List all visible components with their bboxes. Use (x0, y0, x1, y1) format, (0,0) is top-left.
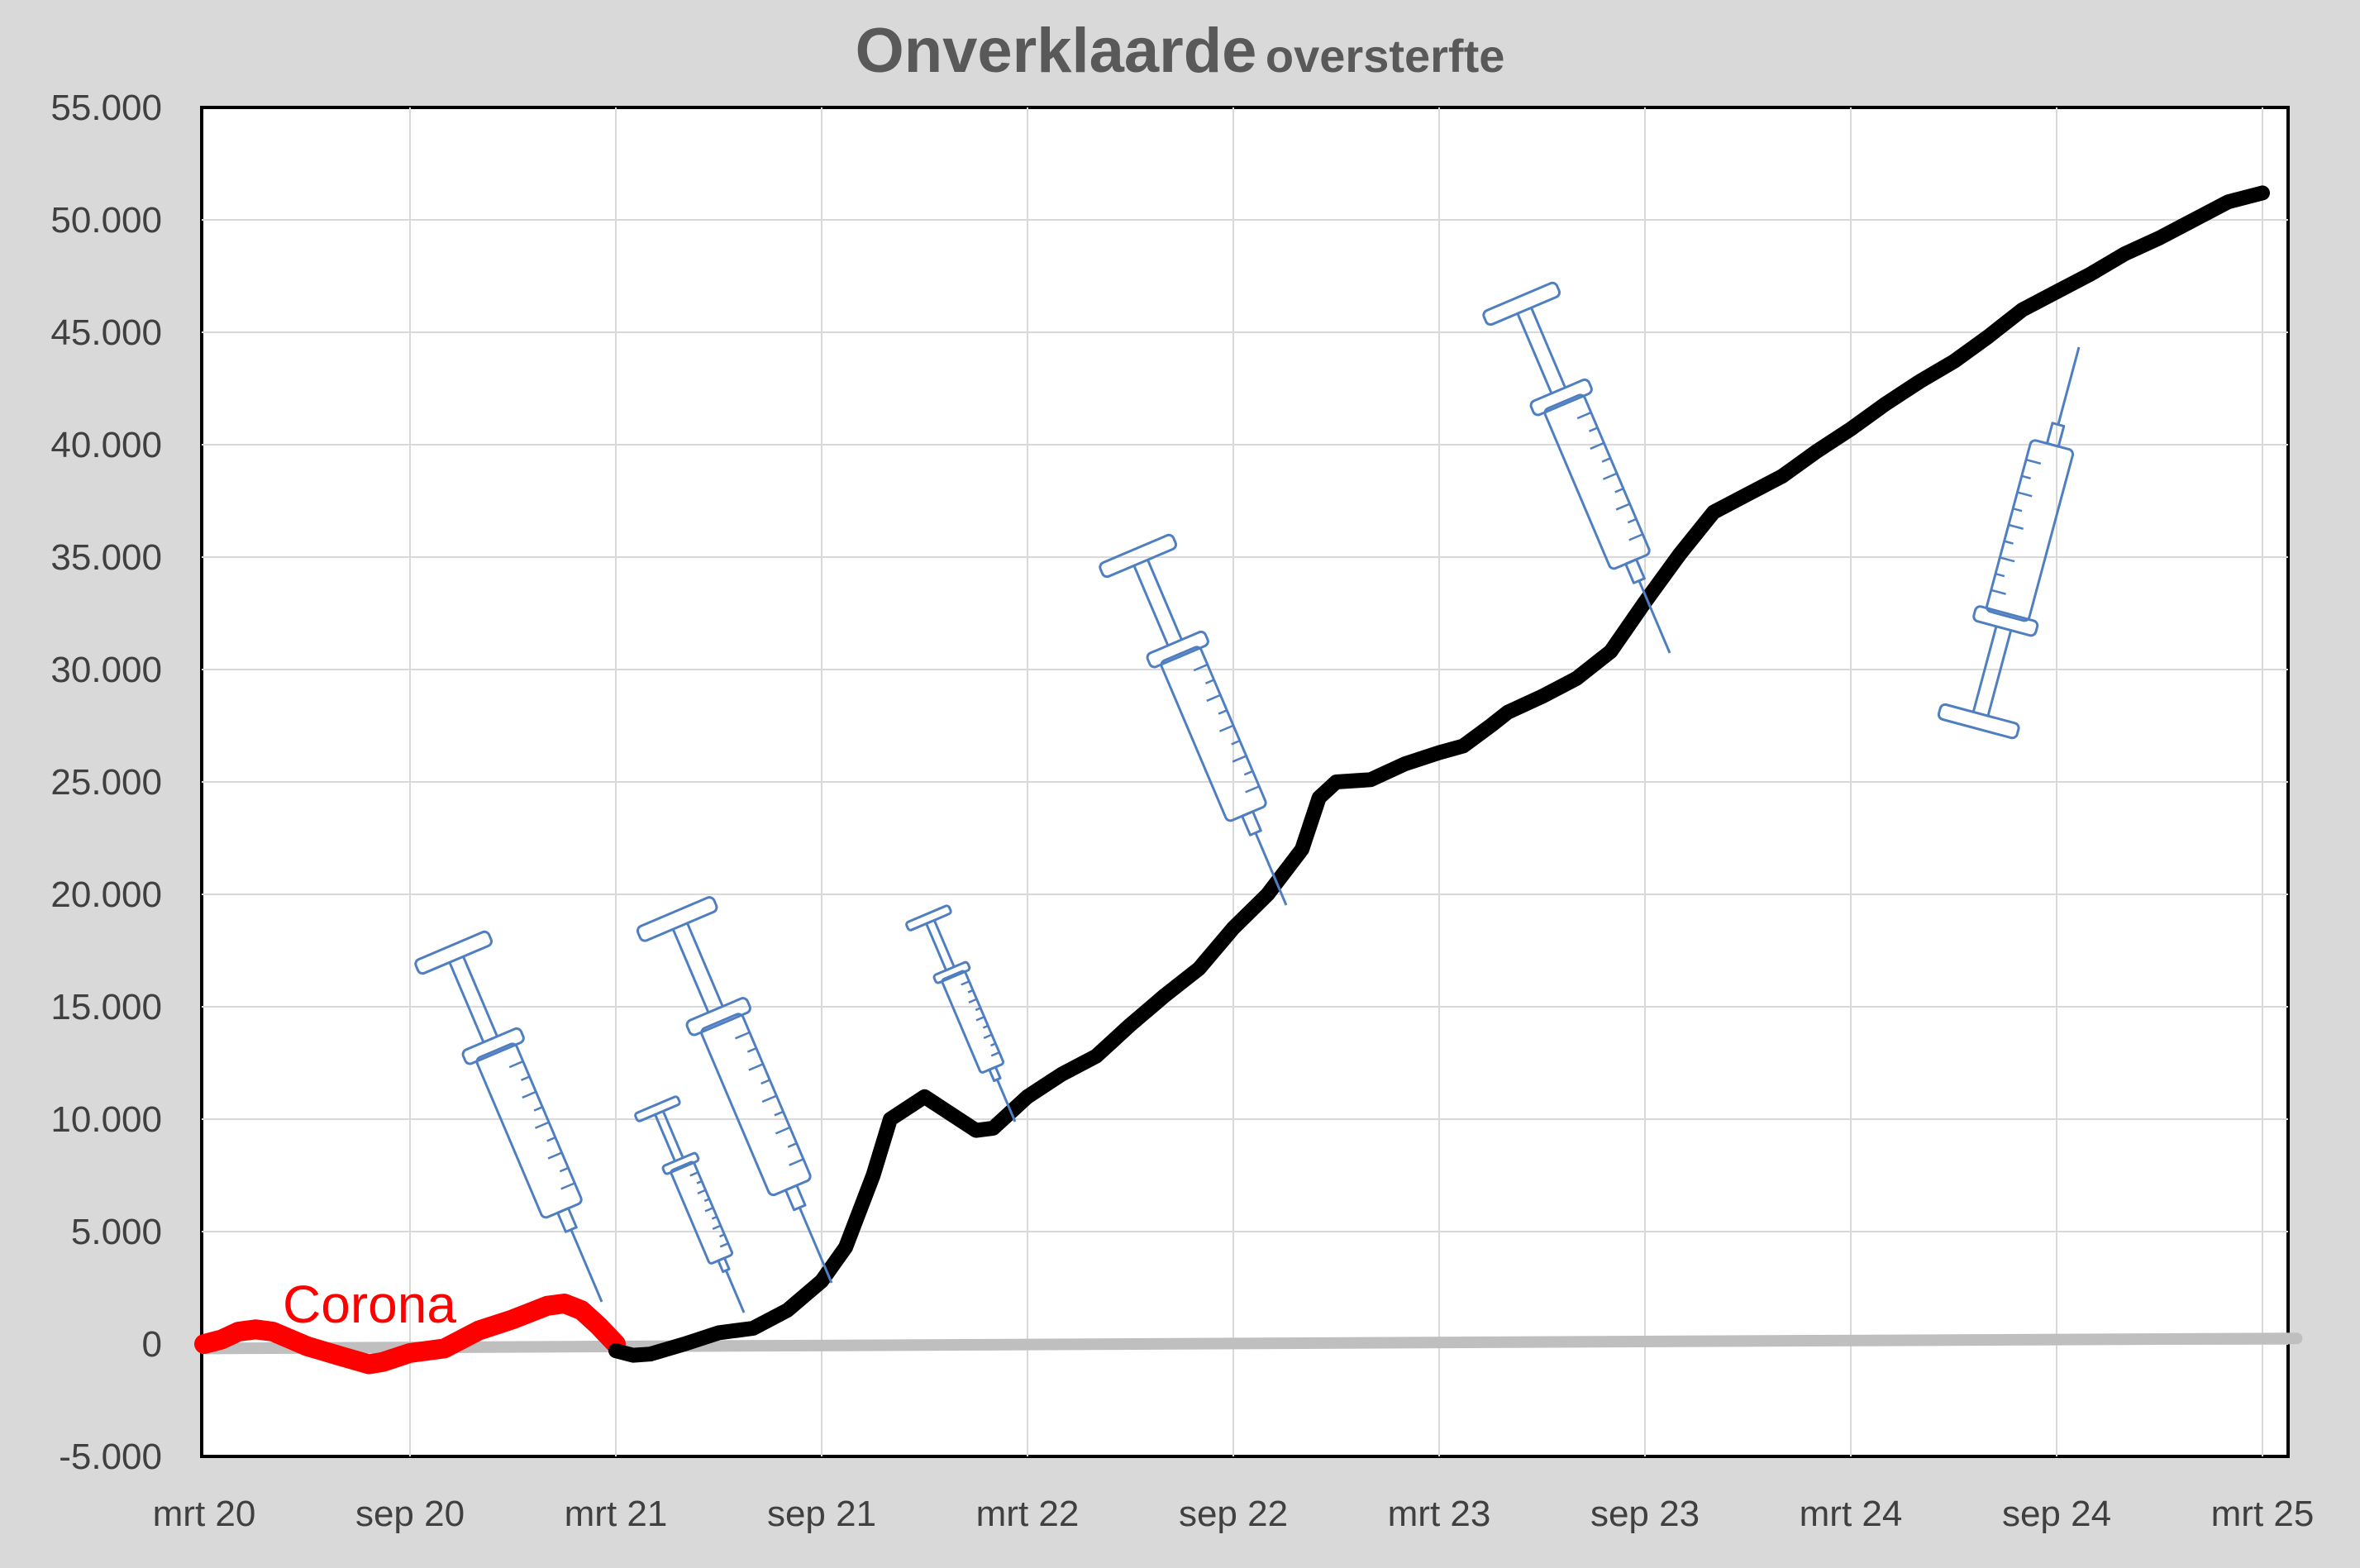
y-tick-label: 50.000 (50, 200, 162, 241)
x-tick-label: mrt 20 (153, 1494, 256, 1534)
x-tick-label: sep 20 (355, 1494, 465, 1534)
series-line-corona (194, 1294, 626, 1375)
series-line-unexplained (608, 185, 2270, 1363)
y-tick-label: 45.000 (50, 312, 162, 353)
x-tick-label: sep 22 (1179, 1494, 1288, 1534)
syringe-icon (1937, 346, 2081, 740)
x-tick-label: sep 21 (767, 1494, 876, 1534)
syringe-icon (1482, 281, 1671, 654)
annotation-corona: Corona (283, 1275, 456, 1334)
y-tick-label: 0 (142, 1324, 162, 1365)
y-tick-label: 5.000 (71, 1212, 162, 1252)
series (194, 185, 2303, 1375)
grid (202, 107, 2288, 1456)
y-tick-label: -5.000 (59, 1437, 162, 1477)
x-tick-label: mrt 21 (565, 1494, 668, 1534)
syringe-icon (634, 1095, 746, 1313)
chart-title-sub: oversterfte (1265, 30, 1505, 82)
syringe-icon (905, 904, 1017, 1122)
x-tick-label: mrt 22 (976, 1494, 1080, 1534)
y-tick-label: 20.000 (50, 875, 162, 915)
y-tick-label: 25.000 (50, 762, 162, 803)
syringe-icons (414, 281, 2081, 1313)
y-tick-label: 35.000 (50, 537, 162, 578)
chart-title-main: Onverklaarde (855, 16, 1257, 86)
y-tick-label: 40.000 (50, 425, 162, 465)
x-axis-ticks: mrt 20 sep 20 mrt 21 sep 21 mrt 22 sep 22 mrt … (153, 1494, 2315, 1534)
y-axis-ticks: -5.000 0 5.000 10.000 15.000 20.000 25.000 30.0… (50, 88, 162, 1477)
chart-title: Onverklaarde oversterfte (0, 15, 2360, 87)
y-tick-label: 15.000 (50, 987, 162, 1027)
x-tick-label: mrt 24 (1800, 1494, 1903, 1534)
x-tick-label: mrt 25 (2211, 1494, 2315, 1534)
x-tick-label: mrt 23 (1388, 1494, 1491, 1534)
x-tick-label: sep 23 (1590, 1494, 1700, 1534)
syringe-icon (636, 896, 833, 1284)
syringe-icon (1099, 533, 1288, 906)
y-tick-label: 55.000 (50, 88, 162, 128)
x-tick-label: sep 24 (2002, 1494, 2111, 1534)
y-tick-label: 30.000 (50, 650, 162, 690)
baseline-line (198, 1332, 2303, 1355)
syringe-icon (414, 930, 603, 1303)
y-tick-label: 10.000 (50, 1099, 162, 1140)
